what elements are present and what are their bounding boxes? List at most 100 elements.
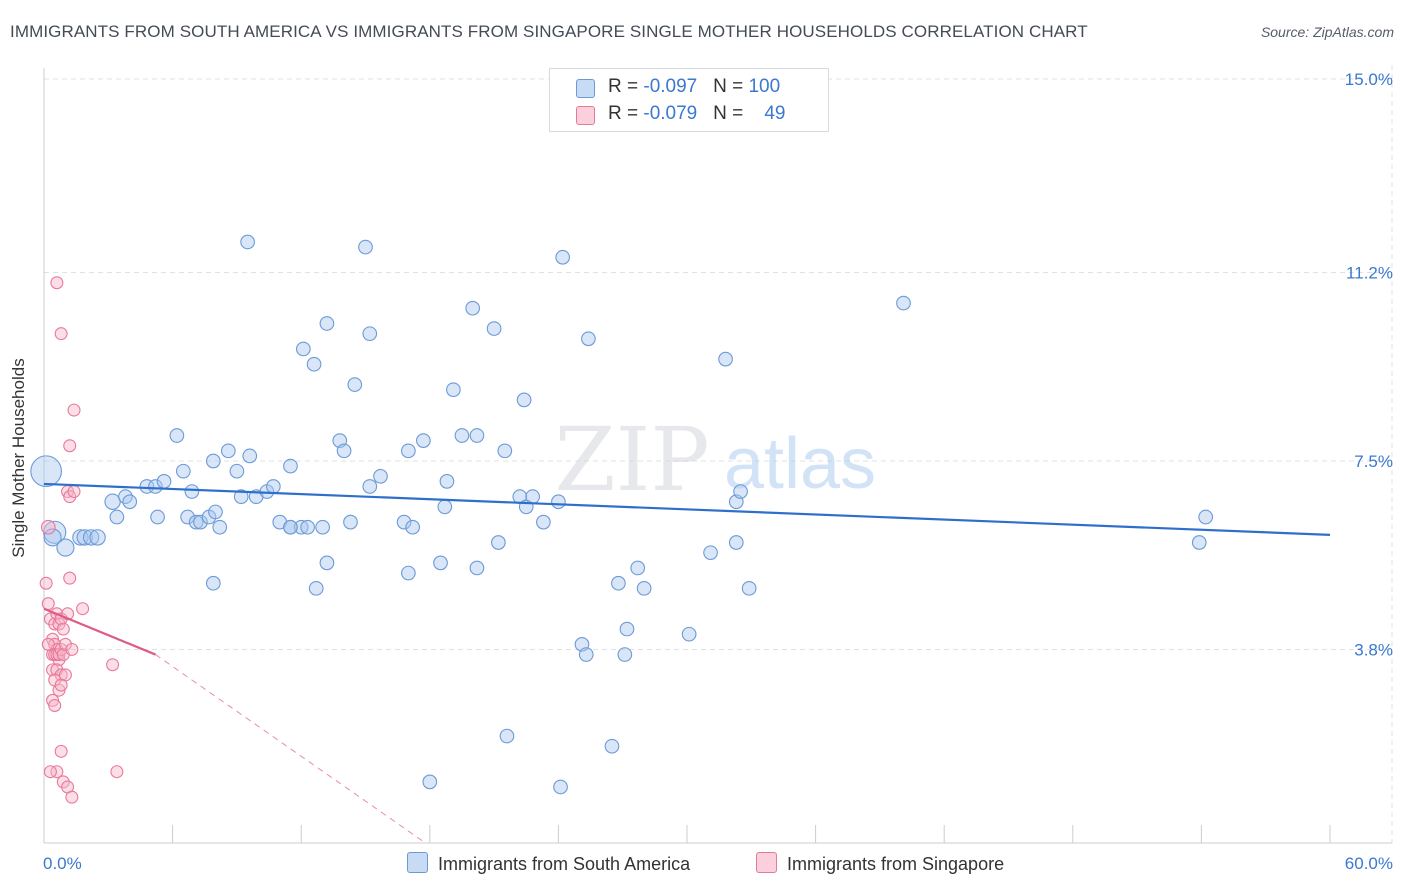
y-axis-title: Single Mother Households [9,358,28,558]
point-singapore [54,744,68,758]
bottom-legend-label: Immigrants from South America [438,854,691,874]
point-singapore [63,439,77,453]
point-south-america [193,514,208,530]
point-south-america [150,509,165,525]
point-south-america [422,774,438,790]
point-south-america [578,647,594,662]
legend-row-south-america: R = -0.097 N = 100 [550,74,828,100]
point-south-america [283,519,298,535]
point-south-america [617,647,633,662]
point-south-america [109,509,125,525]
point-south-america [336,443,352,459]
x-tick-label-min: 0.0% [43,854,82,873]
point-south-america [30,455,62,488]
point-south-america [401,565,416,581]
point-south-america [358,239,373,255]
legend-swatch-blue [576,79,595,98]
point-singapore [63,571,77,585]
point-south-america [373,468,388,484]
point-south-america [148,479,163,494]
point-south-america [295,341,311,357]
point-south-america [242,448,258,464]
point-singapore [41,637,55,651]
point-south-america [454,428,470,443]
point-south-america [718,351,733,367]
bottom-legend-swatch-blue [407,852,428,873]
legend-row-singapore: R = -0.079 N = 49 [550,101,828,127]
point-south-america [343,514,358,530]
y-tick-label: 3.8% [1354,640,1393,659]
point-singapore [39,576,53,590]
point-singapore [43,765,57,779]
trend-line-south-america [43,482,1331,536]
grid-lines [44,65,1393,843]
point-south-america [233,489,249,505]
trend-line-singapore-extension [155,654,426,844]
point-south-america [681,626,697,642]
point-south-america [469,560,485,576]
point-south-america [896,295,911,311]
point-south-america [619,621,635,637]
point-south-america [208,504,223,520]
point-south-america [76,529,93,546]
point-south-america [308,580,324,596]
point-south-america [175,463,191,479]
point-south-america [728,535,744,550]
source-label: Source: ZipAtlas.com [1260,24,1394,40]
point-south-america [604,738,620,754]
legend-r-label: R = [608,76,644,97]
point-south-america [553,779,568,795]
point-south-america [405,519,421,535]
point-south-america [184,484,200,499]
point-singapore [56,622,70,636]
point-south-america [220,443,236,459]
y-tick-label: 7.5% [1354,452,1393,471]
point-singapore [106,658,120,672]
point-south-america [205,575,221,591]
bottom-legend-singapore: Immigrants from Singapore [756,852,1004,875]
point-singapore [56,775,70,789]
series-singapore-points [39,276,124,804]
point-south-america [525,489,541,505]
trend-line-singapore [43,607,156,656]
point-south-america [497,443,513,459]
point-south-america [581,331,596,347]
point-south-america [240,234,255,250]
point-south-america [1198,509,1214,525]
chart-title: IMMIGRANTS FROM SOUTH AMERICA VS IMMIGRA… [10,22,1088,41]
bottom-legend-label: Immigrants from Singapore [787,854,1005,874]
point-south-america [437,499,453,515]
tick-labels: 3.8% 7.5% 11.2% 15.0% 0.0% 60.0% [43,70,1393,873]
point-south-america [551,494,566,510]
point-south-america [188,514,204,530]
point-south-america [265,479,281,494]
point-south-america [180,509,195,525]
point-south-america [169,428,185,443]
legend-swatch-pink [576,106,595,125]
point-south-america [433,555,448,571]
trend-lines [43,482,1331,844]
point-singapore [63,490,77,504]
point-south-america [205,453,221,469]
point-south-america [401,443,416,459]
point-singapore [54,678,68,692]
legend-n-value: 100 [748,76,781,97]
point-south-america [486,321,502,336]
point-south-america [212,519,228,535]
point-south-america [139,479,155,494]
point-south-america [1191,535,1207,550]
legend-r-label: R = [608,103,644,124]
point-singapore [54,327,68,341]
legend-n-label: N = [713,103,749,124]
point-south-america [306,356,322,372]
point-singapore [76,602,90,616]
point-south-america [300,519,315,535]
point-south-america [636,580,652,596]
legend-r-value: -0.079 [643,103,698,124]
point-south-america [733,484,748,499]
point-south-america [469,428,485,443]
stats-legend: R = -0.097 N = 100 R = -0.079 N = 49 [549,68,829,132]
point-singapore [110,765,124,779]
point-south-america [319,555,335,571]
